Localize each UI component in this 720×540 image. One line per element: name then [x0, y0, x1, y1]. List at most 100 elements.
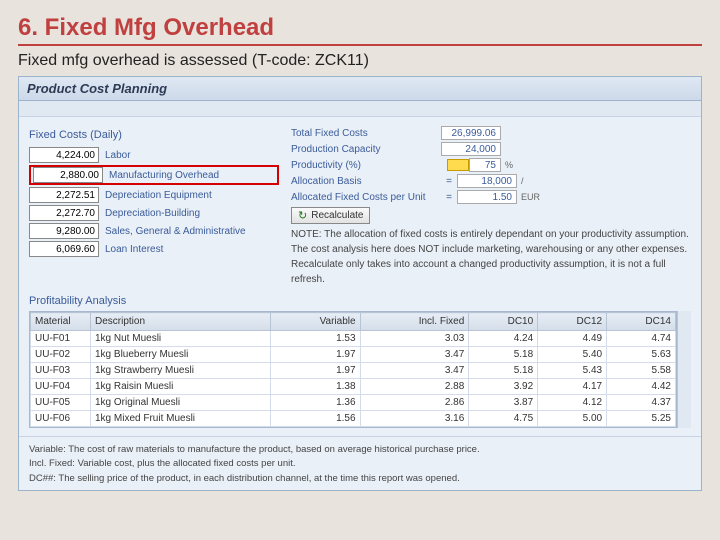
table-cell: 1.97	[271, 363, 361, 379]
sap-window: Product Cost Planning Fixed Costs (Daily…	[18, 76, 702, 491]
cost-input[interactable]	[29, 147, 99, 163]
slide-title: 6. Fixed Mfg Overhead	[18, 14, 702, 46]
fixed-costs-label: Fixed Costs (Daily)	[29, 129, 279, 141]
cost-label: Loan Interest	[105, 244, 163, 255]
table-cell: 4.12	[538, 395, 607, 411]
table-cell: UU-F02	[31, 347, 91, 363]
table-cell: 5.00	[538, 411, 607, 427]
footnotes: Variable: The cost of raw materials to m…	[19, 436, 701, 490]
alloc-unit-unit: EUR	[521, 192, 540, 202]
table-cell: UU-F05	[31, 395, 91, 411]
table-cell: 3.92	[469, 379, 538, 395]
productivity-input[interactable]: 75	[469, 158, 501, 172]
table-cell: 5.43	[538, 363, 607, 379]
table-cell: UU-F01	[31, 331, 91, 347]
window-title: Product Cost Planning	[19, 77, 701, 101]
cost-label: Manufacturing Overhead	[109, 170, 219, 181]
alloc-unit-label: Allocated Fixed Costs per Unit	[291, 192, 441, 203]
cost-label: Labor	[105, 150, 131, 161]
column-header[interactable]: DC14	[607, 313, 676, 331]
cost-label: Depreciation-Building	[105, 208, 200, 219]
table-cell: 1.97	[271, 347, 361, 363]
alloc-unit-value: 1.50	[457, 190, 517, 204]
table-cell: 2.86	[360, 395, 469, 411]
table-cell: 1.38	[271, 379, 361, 395]
table-cell: 5.18	[469, 347, 538, 363]
table-row[interactable]: UU-F041kg Raisin Muesli1.382.883.924.174…	[31, 379, 676, 395]
alloc-basis-label: Allocation Basis	[291, 176, 441, 187]
table-cell: 4.37	[607, 395, 676, 411]
productivity-unit: %	[505, 160, 513, 170]
column-header[interactable]: DC10	[469, 313, 538, 331]
eq-sign: =	[441, 192, 457, 203]
cost-row: Labor	[29, 147, 279, 163]
column-header[interactable]: Incl. Fixed	[360, 313, 469, 331]
note-text: NOTE: The allocation of fixed costs is e…	[291, 227, 691, 287]
table-cell: 1kg Original Muesli	[91, 395, 271, 411]
table-cell: 3.47	[360, 347, 469, 363]
table-cell: 5.40	[538, 347, 607, 363]
cost-label: Depreciation Equipment	[105, 190, 212, 201]
table-cell: 1.36	[271, 395, 361, 411]
cost-input[interactable]	[29, 205, 99, 221]
cost-label: Sales, General & Administrative	[105, 226, 246, 237]
table-cell: 4.42	[607, 379, 676, 395]
refresh-icon: ↻	[298, 209, 307, 222]
table-cell: 5.58	[607, 363, 676, 379]
cost-input[interactable]	[29, 223, 99, 239]
footnote-variable: Variable: The cost of raw materials to m…	[29, 443, 691, 457]
cost-input[interactable]	[33, 167, 103, 183]
cost-row: Sales, General & Administrative	[29, 223, 279, 239]
capacity-value: 24,000	[441, 142, 501, 156]
table-cell: 1kg Nut Muesli	[91, 331, 271, 347]
profitability-table: MaterialDescriptionVariableIncl. FixedDC…	[30, 312, 676, 427]
cost-row: Depreciation-Building	[29, 205, 279, 221]
table-row[interactable]: UU-F021kg Blueberry Muesli1.973.475.185.…	[31, 347, 676, 363]
table-cell: 1kg Mixed Fruit Muesli	[91, 411, 271, 427]
table-row[interactable]: UU-F051kg Original Muesli1.362.863.874.1…	[31, 395, 676, 411]
table-cell: 4.49	[538, 331, 607, 347]
alloc-basis-unit: /	[521, 176, 524, 186]
table-cell: 4.75	[469, 411, 538, 427]
eq-sign: =	[441, 176, 457, 187]
column-header[interactable]: Variable	[271, 313, 361, 331]
toolbar	[19, 101, 701, 117]
footnote-fixed: Incl. Fixed: Variable cost, plus the all…	[29, 457, 691, 471]
capacity-label: Production Capacity	[291, 144, 441, 155]
footnote-dc: DC##: The selling price of the product, …	[29, 472, 691, 486]
table-cell: 3.16	[360, 411, 469, 427]
table-cell: UU-F04	[31, 379, 91, 395]
total-fixed-value: 26,999.06	[441, 126, 501, 140]
table-cell: 5.25	[607, 411, 676, 427]
table-cell: UU-F03	[31, 363, 91, 379]
cost-row: Depreciation Equipment	[29, 187, 279, 203]
table-row[interactable]: UU-F061kg Mixed Fruit Muesli1.563.164.75…	[31, 411, 676, 427]
productivity-label: Productivity (%)	[291, 160, 441, 171]
table-cell: 1kg Strawberry Muesli	[91, 363, 271, 379]
column-header[interactable]: Description	[91, 313, 271, 331]
slide-subtitle: Fixed mfg overhead is assessed (T-code: …	[18, 52, 702, 70]
table-cell: 4.74	[607, 331, 676, 347]
cost-input[interactable]	[29, 187, 99, 203]
table-cell: 3.87	[469, 395, 538, 411]
cost-input[interactable]	[29, 241, 99, 257]
table-cell: UU-F06	[31, 411, 91, 427]
recalculate-button[interactable]: ↻ Recalculate	[291, 207, 370, 224]
column-header[interactable]: Material	[31, 313, 91, 331]
allocation-panel: Total Fixed Costs 26,999.06 Production C…	[291, 125, 691, 287]
cost-row: Manufacturing Overhead	[29, 165, 279, 185]
table-row[interactable]: UU-F011kg Nut Muesli1.533.034.244.494.74	[31, 331, 676, 347]
fixed-costs-panel: Fixed Costs (Daily) Labor Manufacturing O…	[29, 125, 279, 287]
table-cell: 3.03	[360, 331, 469, 347]
recalc-label: Recalculate	[311, 210, 363, 221]
table-cell: 5.63	[607, 347, 676, 363]
table-cell: 1.56	[271, 411, 361, 427]
column-header[interactable]: DC12	[538, 313, 607, 331]
table-cell: 4.17	[538, 379, 607, 395]
arrow-icon	[447, 159, 469, 171]
table-row[interactable]: UU-F031kg Strawberry Muesli1.973.475.185…	[31, 363, 676, 379]
cost-row: Loan Interest	[29, 241, 279, 257]
scrollbar[interactable]	[677, 311, 691, 428]
table-cell: 5.18	[469, 363, 538, 379]
total-fixed-label: Total Fixed Costs	[291, 128, 441, 139]
